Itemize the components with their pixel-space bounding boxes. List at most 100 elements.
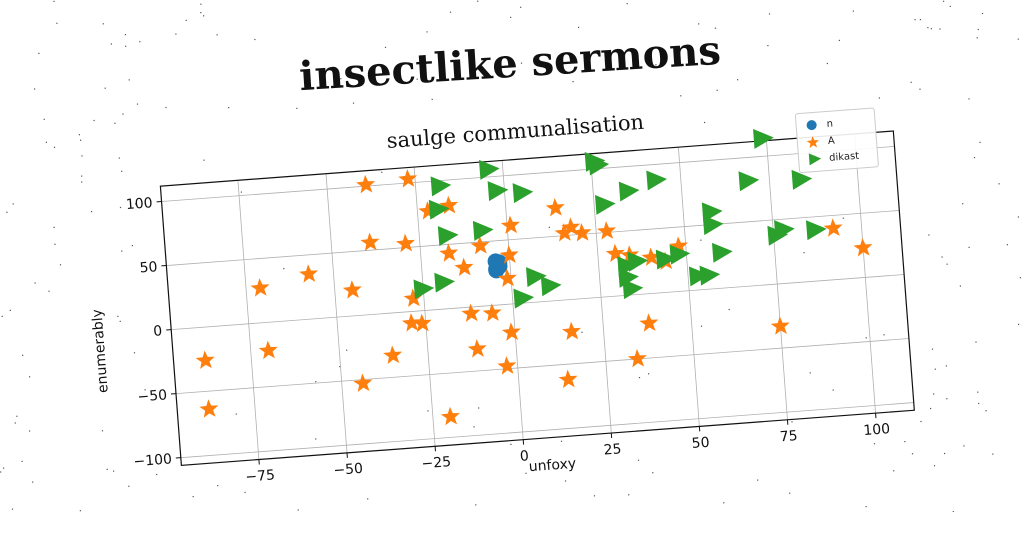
y-tick-label: 100 [125,195,153,213]
noise-dot [866,506,867,507]
x-tick-label: −50 [333,461,364,479]
y-grid-line [181,403,914,458]
data-point-star [360,232,380,251]
x-tick-label: 75 [779,428,798,445]
data-point-star [395,233,415,252]
data-point-star [470,235,490,254]
data-point-triangle [488,180,509,201]
data-point-star [461,303,481,322]
y-grid-line [176,339,909,394]
noise-dot [0,471,1,472]
data-point-triangle [431,175,452,196]
data-point-triangle [738,170,759,191]
data-point-triangle [588,154,609,175]
legend-label-n: n [826,118,833,129]
legend-label-a: A [827,135,835,146]
data-point-star [562,321,582,340]
y-tick-label: 50 [139,259,158,276]
noise-dot [56,23,57,24]
y-tick-label: −50 [137,387,168,405]
data-points [182,121,884,444]
data-point-star [353,373,373,392]
noise-dot [203,15,204,16]
data-point-star [482,302,502,321]
data-point-star [597,220,617,239]
x-tick-label: −25 [421,454,452,472]
data-point-star [440,406,460,425]
data-point-star [627,348,647,367]
data-point-star [497,355,517,374]
data-point-triangle [513,287,534,308]
legend-item-n: n [802,116,833,134]
data-point-triangle [703,214,724,235]
data-point-triangle [806,219,827,240]
y-tick-label: −100 [133,451,173,470]
data-point-triangle [700,264,721,285]
x-tick-label: 50 [691,435,710,452]
x-tick-label: 100 [863,421,891,439]
data-point-star [823,218,843,237]
data-point-star [545,197,565,216]
noise-dot [3,468,4,469]
data-point-triangle [623,278,644,299]
data-point-triangle [595,193,616,214]
series-a [183,135,884,444]
data-point-star [467,338,487,357]
data-point-triangle [513,182,534,203]
data-point-triangle [473,219,494,240]
data-point-star [195,350,215,369]
data-point-star [342,280,362,299]
noise-dot [200,4,201,5]
noise-dot [103,23,104,24]
data-point-triangle [628,250,649,271]
data-point-star [454,257,474,276]
data-point-star [501,322,521,341]
x-grid-line [766,141,787,420]
data-point-triangle [753,127,774,148]
data-point-star [258,340,278,359]
y-grid-line [171,274,904,329]
chart-title: saulge communalisation [386,110,645,153]
noise-dot [477,1,478,2]
x-axis-label: unfoxy [528,456,576,476]
x-grid-line [590,154,611,433]
data-point-star [199,398,219,417]
data-point-star [500,215,520,234]
legend-item-dikast: dikast [805,148,860,168]
data-point-triangle [414,278,435,299]
x-tick-label: 25 [603,441,622,458]
legend-item-a: A [803,132,835,150]
x-grid-line [678,147,699,426]
data-point-triangle [712,241,733,262]
x-grid-line [238,180,259,459]
data-point-star [299,263,319,282]
data-point-triangle [434,271,455,292]
legend: n A dikast [795,107,879,173]
star-marker-icon [803,134,822,149]
noise-dot [200,12,201,13]
data-point-star [770,316,790,335]
data-point-star [639,313,659,332]
noise-dot [1018,39,1019,40]
data-point-star [853,237,873,256]
data-point-star [439,243,459,262]
data-point-star [383,345,403,364]
x-grid-line [326,174,347,453]
y-axis-label: enumerably [89,309,111,394]
data-point-star [356,174,376,193]
x-tick-label: −75 [245,467,276,485]
data-point-triangle [438,225,459,246]
circle-marker-icon [802,117,821,132]
data-point-star [558,369,578,388]
y-grid-line [166,210,899,265]
data-point-triangle [541,275,562,296]
triangle-marker-icon [805,151,824,166]
noise-dot [12,509,13,510]
data-point-star [250,277,270,296]
y-tick-label: 0 [153,323,163,340]
noise-dot [53,1,54,2]
data-point-star [412,313,432,332]
legend-label-dikast: dikast [829,150,860,163]
